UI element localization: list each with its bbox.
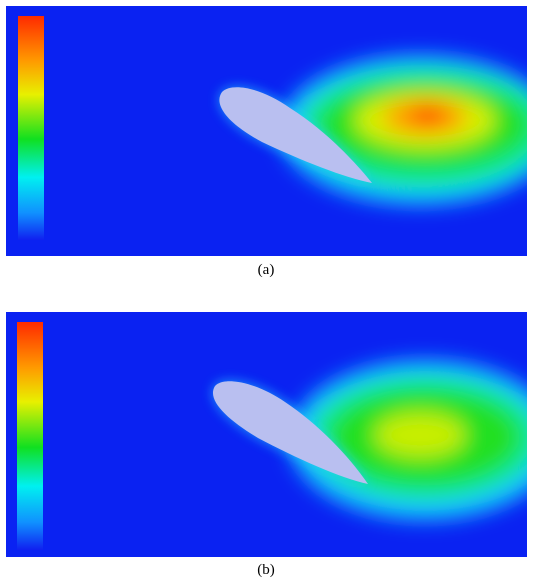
- panel-a: [6, 6, 527, 256]
- colorbar: [18, 16, 44, 240]
- colorbar: [17, 322, 43, 550]
- panel-b: [6, 312, 527, 557]
- wake-contour: [290, 360, 527, 520]
- caption: (a): [258, 262, 275, 278]
- airfoil: [219, 87, 372, 183]
- airfoil: [212, 381, 368, 484]
- caption: (b): [257, 562, 275, 578]
